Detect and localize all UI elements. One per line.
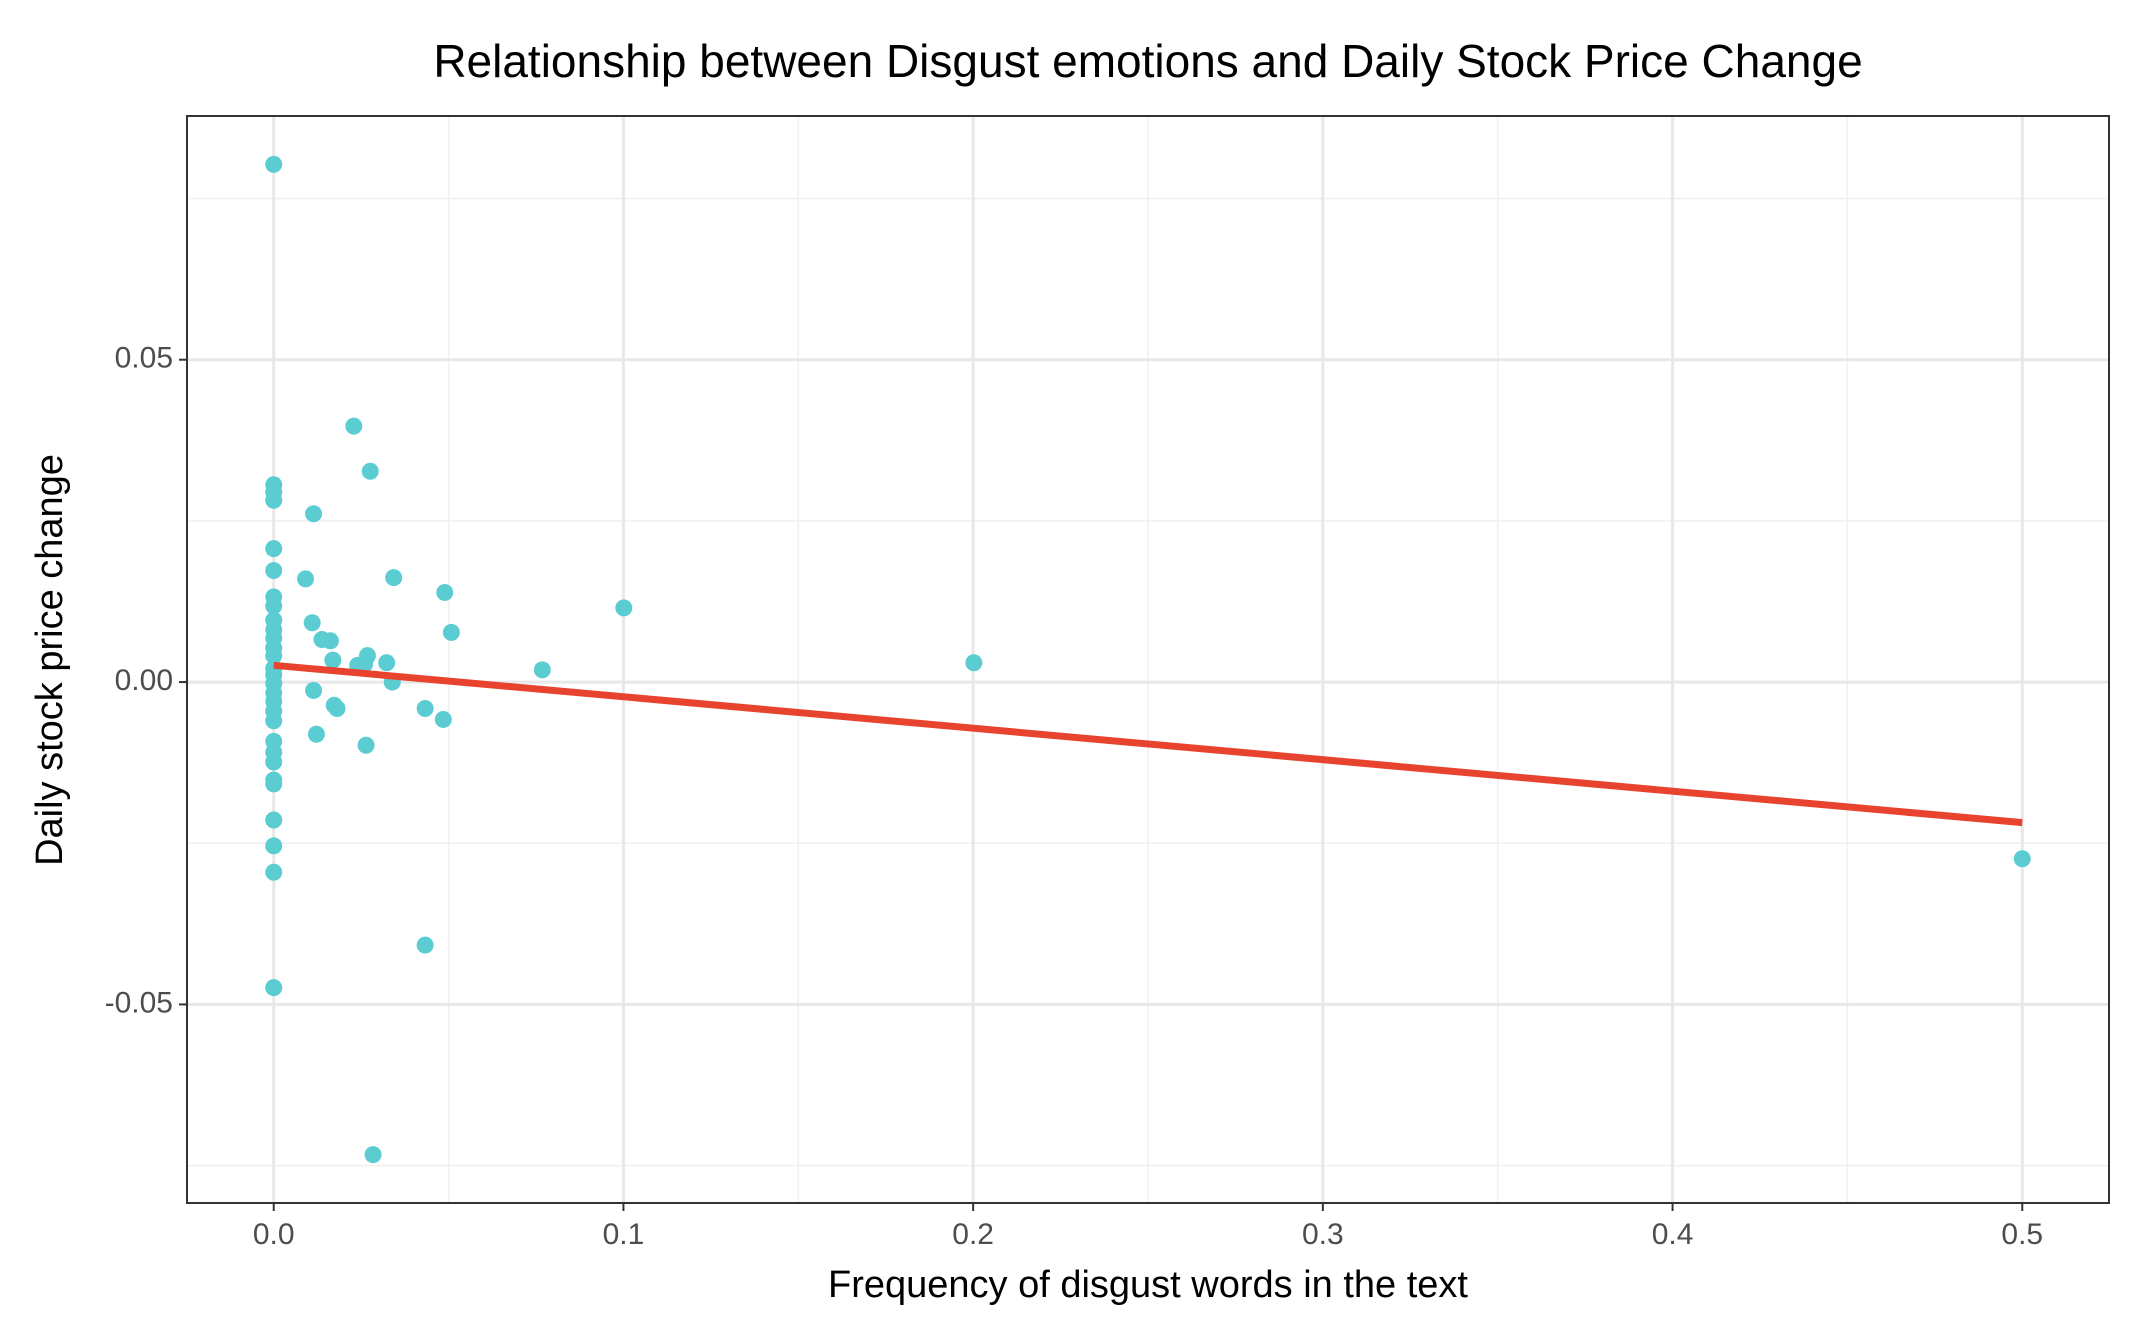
point xyxy=(364,1146,382,1164)
x-tick-label: 0.3 xyxy=(1302,1218,1344,1251)
y-tick-label: 0.05 xyxy=(115,342,173,375)
plot-border xyxy=(186,115,2110,1204)
point xyxy=(265,540,283,558)
x-tick-label: 0.1 xyxy=(603,1218,645,1251)
point xyxy=(265,837,283,855)
point xyxy=(615,599,633,617)
point xyxy=(321,632,339,650)
point xyxy=(385,569,403,587)
point xyxy=(265,775,283,793)
point xyxy=(416,699,434,717)
point xyxy=(442,623,460,641)
x-tick-label: 0.5 xyxy=(2001,1218,2043,1251)
point xyxy=(265,491,283,509)
point xyxy=(416,936,434,954)
point xyxy=(297,570,315,588)
point xyxy=(328,699,346,717)
point xyxy=(357,736,375,754)
point xyxy=(2013,850,2031,868)
point xyxy=(345,417,363,435)
point xyxy=(265,979,283,997)
point xyxy=(265,753,283,771)
x-tick-label: 0.2 xyxy=(952,1218,994,1251)
x-tick-label: 0.0 xyxy=(253,1218,295,1251)
point xyxy=(965,654,983,672)
point xyxy=(303,614,321,632)
chart-title: Relationship between Disgust emotions an… xyxy=(433,35,1862,87)
point xyxy=(434,710,452,728)
trend-line xyxy=(273,661,2023,827)
point xyxy=(265,712,283,730)
point xyxy=(324,651,342,669)
point xyxy=(533,661,551,679)
x-tick-label: 0.4 xyxy=(1652,1218,1694,1251)
point xyxy=(265,562,283,580)
y-tick-label: 0.00 xyxy=(115,664,173,697)
point xyxy=(436,583,454,601)
point xyxy=(305,505,323,523)
point xyxy=(265,811,283,829)
y-axis-title: Daily stock price change xyxy=(29,454,71,866)
point xyxy=(265,863,283,881)
point xyxy=(265,155,283,173)
point xyxy=(361,462,379,480)
point xyxy=(378,654,396,672)
point xyxy=(265,597,283,615)
point xyxy=(307,725,325,743)
point xyxy=(356,655,374,673)
y-tick-label: -0.05 xyxy=(105,986,173,1019)
x-axis-title: Frequency of disgust words in the text xyxy=(828,1264,1468,1306)
point xyxy=(305,681,323,699)
point xyxy=(265,647,283,665)
